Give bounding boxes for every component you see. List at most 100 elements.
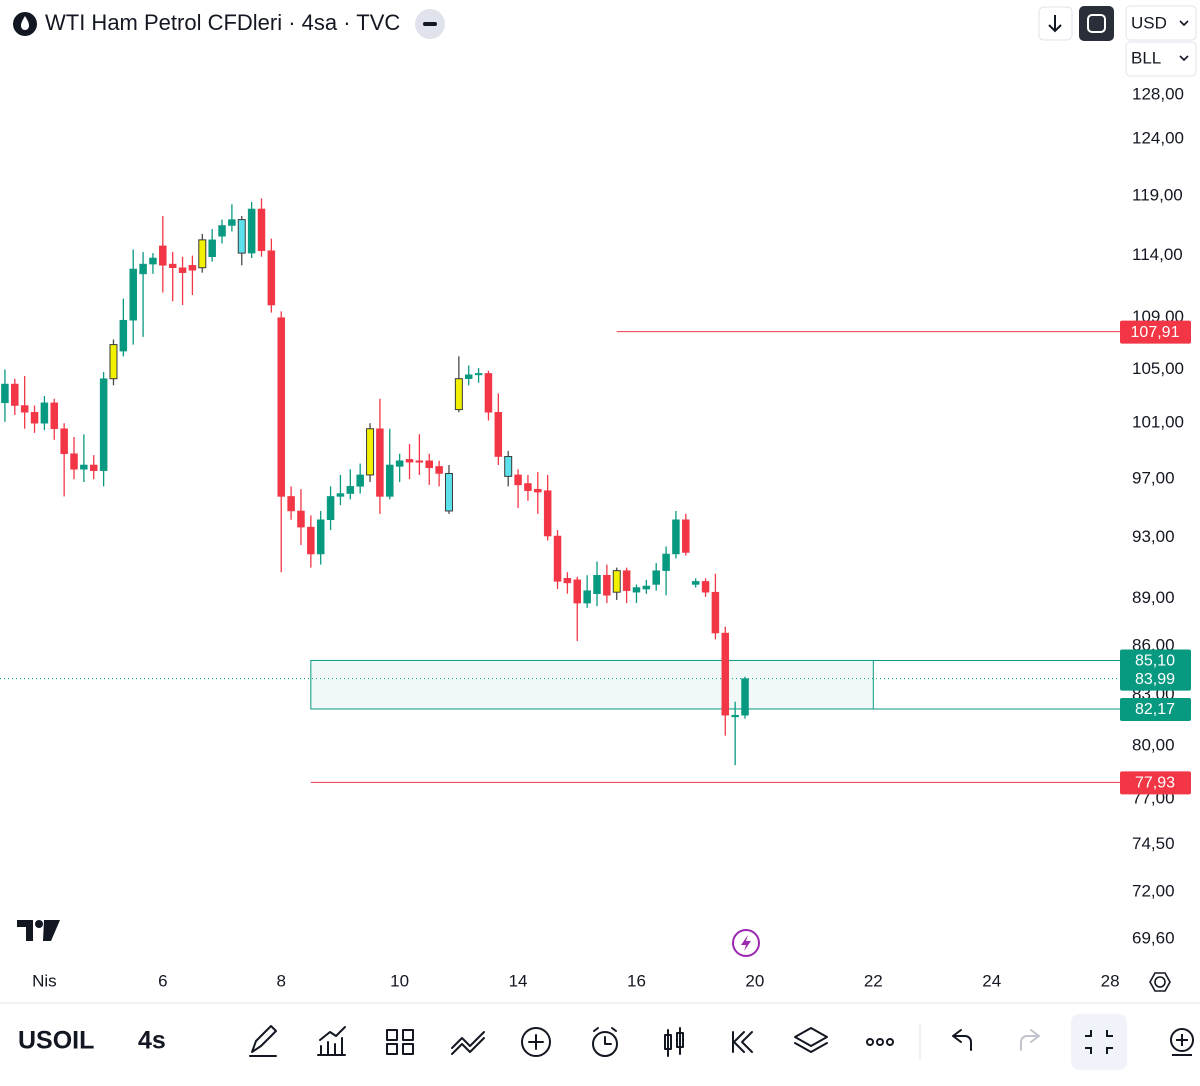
price-badge <box>1120 320 1191 344</box>
alert-icon[interactable] <box>732 929 760 957</box>
dropdown-arrow <box>1179 20 1189 27</box>
x-tick-label: 20 <box>745 971 764 990</box>
x-tick-label: 8 <box>276 971 285 990</box>
candle-body <box>662 553 670 571</box>
candle-body <box>514 474 522 486</box>
candle-body <box>336 493 345 497</box>
indicators-tool[interactable] <box>317 1026 346 1056</box>
candle-body <box>60 428 68 454</box>
candle-body <box>583 590 591 604</box>
price-badge <box>1120 697 1191 721</box>
symbol-selector[interactable]: USOIL <box>18 1027 94 1055</box>
candle-body <box>366 428 375 476</box>
price-badge <box>1120 667 1191 691</box>
x-tick-label: 22 <box>864 971 883 990</box>
candle-body <box>741 678 749 716</box>
add-indicator-button[interactable] <box>1170 1028 1194 1056</box>
candle-body <box>198 239 207 269</box>
candle-body <box>326 496 335 521</box>
candle-body <box>454 378 463 411</box>
candle-body <box>395 460 404 467</box>
price-badge-label: 85,10 <box>1135 653 1175 670</box>
symbol-title[interactable]: WTI Ham Petrol CFDleri · 4sa · TVC <box>45 10 400 35</box>
candle-body <box>50 402 59 429</box>
draw-tool[interactable] <box>249 1025 277 1057</box>
compare-tool[interactable] <box>451 1031 485 1055</box>
candle-body <box>553 535 562 582</box>
redo-button[interactable] <box>1020 1029 1040 1051</box>
candle-body <box>20 405 29 413</box>
drop-icon <box>21 16 29 30</box>
price-badge <box>1120 649 1191 673</box>
candle-body <box>297 510 305 528</box>
unit-label: BLL <box>1131 48 1161 67</box>
replay-tool[interactable] <box>732 1031 753 1053</box>
candle-body <box>622 570 631 591</box>
candle-body <box>652 570 660 585</box>
price-axis: 128,00124,00119,00114,00109,00105,00101,… <box>1120 85 1184 947</box>
toolbar: USOIL 4s <box>18 1014 1194 1070</box>
candle-body <box>80 464 88 470</box>
candle-body <box>691 581 700 585</box>
candle-body <box>721 632 730 716</box>
candle-body <box>494 412 503 457</box>
candle-body <box>109 344 118 380</box>
unit-dropdown[interactable] <box>1125 41 1197 77</box>
candle-body <box>89 464 98 471</box>
candle-body <box>257 208 266 251</box>
price-badges: 107,91 77,93 85,10 82,17 83,99 <box>1120 320 1191 795</box>
layout-tool[interactable] <box>386 1029 414 1055</box>
candle-body <box>484 373 493 413</box>
fullscreen-button[interactable] <box>1079 6 1114 41</box>
candle-body <box>711 591 720 634</box>
layers-tool[interactable] <box>794 1027 828 1053</box>
candle-body <box>444 472 453 512</box>
candle-body <box>168 263 177 269</box>
chart-type-tool[interactable] <box>664 1027 684 1057</box>
y-tick-label: 74,50 <box>1132 834 1175 853</box>
alert-tool[interactable] <box>592 1031 618 1057</box>
candle-body <box>425 460 434 469</box>
candle-body <box>642 585 651 590</box>
candle-body <box>99 378 108 471</box>
candle-body <box>376 428 384 497</box>
candle-body <box>40 402 49 424</box>
candle-body <box>534 488 542 493</box>
price-badge-label: 83,99 <box>1135 671 1175 688</box>
plot-area <box>0 198 1120 783</box>
candle-body <box>287 496 295 512</box>
candle-body <box>405 459 414 463</box>
currency-label: USD <box>1131 13 1167 32</box>
y-tick-label: 119,00 <box>1132 186 1183 205</box>
candle-body <box>316 519 325 555</box>
candle-body <box>435 466 443 474</box>
y-tick-label: 114,00 <box>1132 245 1183 264</box>
x-tick-label: 6 <box>158 971 167 990</box>
candle-body <box>218 225 226 237</box>
candle-body <box>277 317 285 497</box>
candle-body <box>632 587 641 593</box>
candle-body <box>701 581 710 593</box>
candle-body <box>188 265 197 271</box>
add-button[interactable] <box>521 1027 551 1057</box>
interval-selector[interactable]: 4s <box>138 1027 166 1055</box>
candle-body <box>11 383 19 406</box>
price-badge <box>1120 771 1191 795</box>
x-tick-label: 24 <box>982 971 1001 990</box>
candle-body <box>524 483 532 491</box>
candle-body <box>504 456 513 477</box>
candle-body <box>247 208 256 254</box>
x-tick-label: 10 <box>390 971 409 990</box>
candle-body <box>464 374 473 379</box>
exit-fullscreen-button[interactable] <box>1071 1014 1127 1070</box>
candle-body <box>70 453 78 470</box>
settings-button[interactable] <box>1149 972 1171 992</box>
currency-dropdown[interactable] <box>1125 5 1197 41</box>
candle-body <box>672 519 680 555</box>
more-button[interactable] <box>866 1038 874 1046</box>
candle-body <box>30 412 39 424</box>
candle-body <box>178 267 187 273</box>
collapse-icon <box>423 22 437 26</box>
undo-button[interactable] <box>952 1029 972 1051</box>
candle-body <box>129 268 137 321</box>
